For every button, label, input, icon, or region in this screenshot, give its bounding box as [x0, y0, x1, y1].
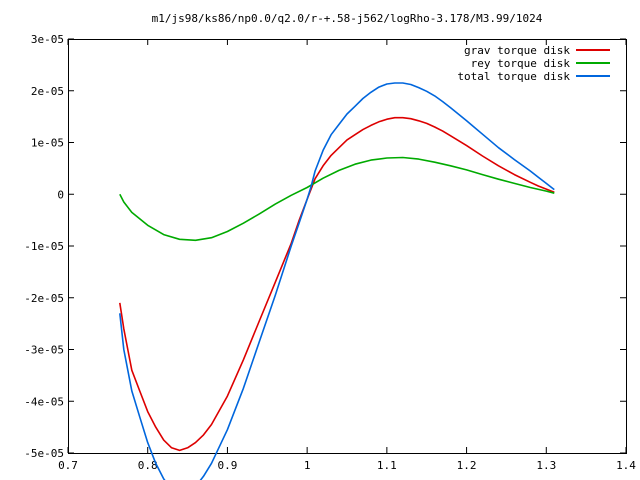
x-tick-label: 1.4: [616, 459, 636, 472]
y-tick-label: 0: [57, 188, 64, 201]
axes: 0.7 0.8 0.9 1 1.1 1.2 1.3 1.4 3e-05 2e-05 1e-05 0 -1…: [24, 33, 636, 472]
series-line-0: [119, 116, 555, 452]
plot-frame: [68, 39, 627, 454]
y-tick-label: -1e-05: [24, 240, 64, 253]
legend-label-2: total torque disk: [457, 70, 570, 83]
y-tick-label: -2e-05: [24, 292, 64, 305]
x-tick-label: 0.9: [217, 459, 237, 472]
x-tick-label: 1.2: [457, 459, 477, 472]
legend-label-1: rey torque disk: [471, 57, 571, 70]
legend-label-0: grav torque disk: [464, 44, 570, 57]
chart-title: m1/js98/ks86/np0.0/q2.0/r-+.58-j562/logR…: [152, 12, 543, 25]
x-tick-label: 1.3: [536, 459, 556, 472]
y-tick-label: 2e-05: [31, 85, 64, 98]
y-tick-label: -3e-05: [24, 344, 64, 357]
y-tick-label: -4e-05: [24, 395, 64, 408]
x-tick-label: 1.1: [377, 459, 397, 472]
series-layer: [119, 82, 555, 480]
y-tick-label: 3e-05: [31, 33, 64, 46]
y-tick-label: 1e-05: [31, 137, 64, 150]
x-tick-label: 0.7: [58, 459, 78, 472]
x-tick-label: 1: [304, 459, 311, 472]
x-tick-label: 0.8: [138, 459, 158, 472]
series-line-2: [119, 82, 555, 480]
y-tick-label: -5e-05: [24, 447, 64, 460]
series-line-1: [119, 156, 555, 242]
